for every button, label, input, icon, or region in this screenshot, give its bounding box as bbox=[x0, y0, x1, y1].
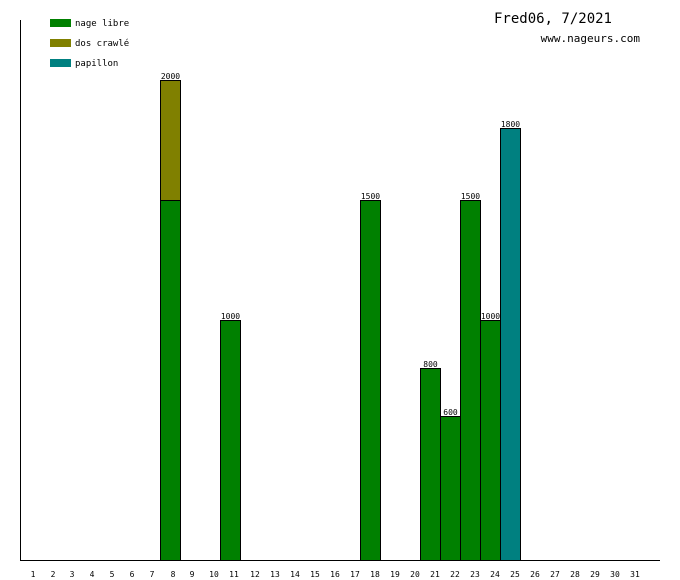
bar-day-11-series-0 bbox=[220, 320, 241, 561]
x-tick-27: 27 bbox=[550, 570, 560, 579]
x-tick-23: 23 bbox=[470, 570, 480, 579]
x-tick-3: 3 bbox=[70, 570, 75, 579]
value-label-day-18: 1500 bbox=[361, 192, 380, 201]
value-label-day-21: 800 bbox=[423, 360, 438, 369]
site-url: www.nageurs.com bbox=[541, 32, 641, 45]
chart-title: Fred06, 7/2021 bbox=[494, 11, 612, 27]
bar-day-23-series-0 bbox=[460, 200, 481, 561]
bar-day-8-series-0 bbox=[160, 200, 181, 561]
value-label-day-8: 2000 bbox=[161, 72, 180, 81]
x-tick-9: 9 bbox=[190, 570, 195, 579]
x-tick-2: 2 bbox=[51, 570, 56, 579]
x-tick-16: 16 bbox=[330, 570, 340, 579]
value-label-day-11: 1000 bbox=[221, 312, 240, 321]
x-tick-21: 21 bbox=[430, 570, 440, 579]
x-tick-29: 29 bbox=[590, 570, 600, 579]
x-axis-ticks: 1 2 3 4 5 6 7 8 9 10 11 12 13 14 15 16 17 18 19 20 21 22 23 24 2… bbox=[31, 570, 640, 579]
x-tick-10: 10 bbox=[209, 570, 219, 579]
legend: nage libre dos crawlé papillon bbox=[50, 19, 129, 69]
value-label-day-23: 1500 bbox=[461, 192, 480, 201]
bar-day-25-series-2 bbox=[500, 128, 521, 561]
x-tick-6: 6 bbox=[130, 570, 135, 579]
x-tick-13: 13 bbox=[270, 570, 280, 579]
x-tick-25: 25 bbox=[510, 570, 520, 579]
x-tick-5: 5 bbox=[110, 570, 115, 579]
x-tick-17: 17 bbox=[350, 570, 360, 579]
x-tick-28: 28 bbox=[570, 570, 580, 579]
value-label-day-22: 600 bbox=[443, 408, 458, 417]
legend-label-1: dos crawlé bbox=[75, 38, 129, 49]
legend-label-0: nage libre bbox=[75, 19, 129, 29]
x-tick-4: 4 bbox=[90, 570, 95, 579]
x-tick-22: 22 bbox=[450, 570, 460, 579]
x-tick-11: 11 bbox=[229, 570, 239, 579]
x-tick-7: 7 bbox=[150, 570, 155, 579]
bars bbox=[160, 80, 521, 561]
legend-swatch-1 bbox=[50, 39, 71, 47]
x-tick-31: 31 bbox=[630, 570, 640, 579]
bar-day-22-series-0 bbox=[440, 416, 461, 561]
x-tick-30: 30 bbox=[610, 570, 620, 579]
bar-day-21-series-0 bbox=[420, 368, 441, 561]
bar-day-18-series-0 bbox=[360, 200, 381, 561]
legend-swatch-2 bbox=[50, 59, 71, 67]
x-tick-24: 24 bbox=[490, 570, 500, 579]
x-tick-15: 15 bbox=[310, 570, 320, 579]
bar-day-24-series-0 bbox=[480, 320, 501, 561]
bar-day-8-series-1 bbox=[160, 80, 181, 201]
x-tick-20: 20 bbox=[410, 570, 420, 579]
value-labels: 2000 1000 1500 800 600 1500 1000 1800 bbox=[161, 72, 520, 417]
x-tick-12: 12 bbox=[250, 570, 260, 579]
value-label-day-24: 1000 bbox=[481, 312, 500, 321]
x-tick-18: 18 bbox=[370, 570, 380, 579]
legend-swatch-0 bbox=[50, 19, 71, 27]
x-tick-1: 1 bbox=[31, 570, 36, 579]
x-tick-8: 8 bbox=[171, 570, 176, 579]
x-tick-19: 19 bbox=[390, 570, 400, 579]
value-label-day-25: 1800 bbox=[501, 120, 520, 129]
x-tick-26: 26 bbox=[530, 570, 540, 579]
x-tick-14: 14 bbox=[290, 570, 300, 579]
legend-label-2: papillon bbox=[75, 59, 118, 69]
